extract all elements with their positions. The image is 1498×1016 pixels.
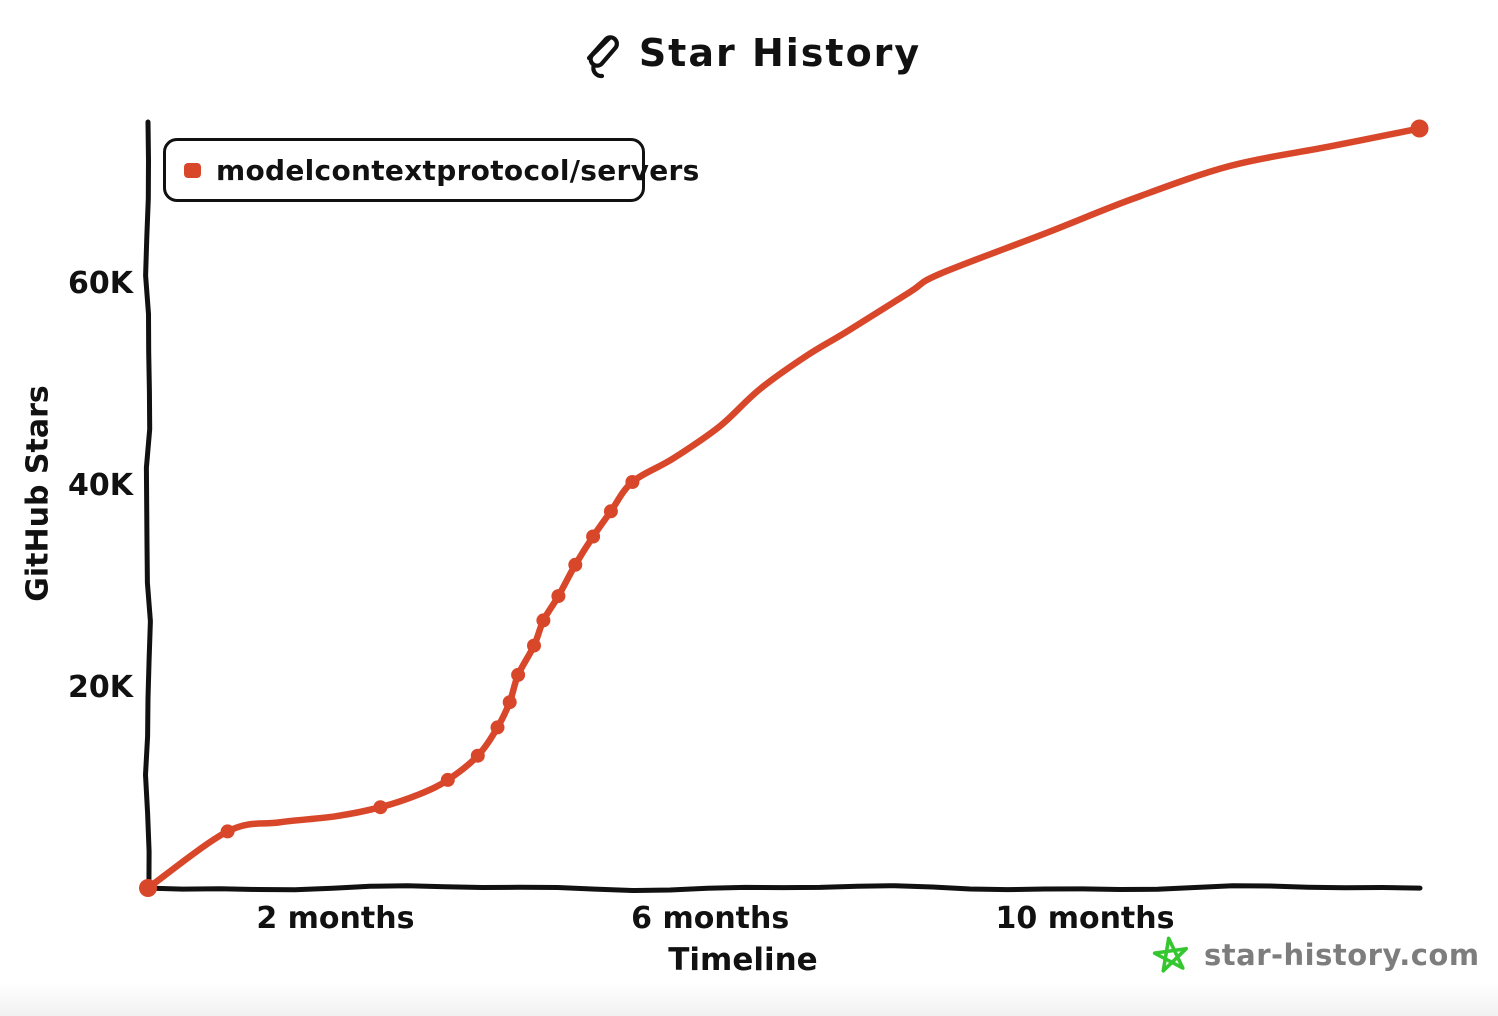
y-axis-line: [143, 119, 153, 893]
data-point-marker: [1410, 119, 1429, 138]
y-tick-label: 60K: [68, 266, 135, 301]
data-point-marker: [139, 879, 157, 897]
data-point-marker: [527, 638, 541, 653]
data-point-marker: [536, 613, 551, 628]
data-point-marker: [440, 772, 455, 787]
x-axis-line: [142, 883, 1423, 893]
legend: modelcontextprotocol/servers: [163, 138, 699, 202]
y-axis-title: GitHub Stars: [20, 385, 56, 602]
data-point-marker: [490, 720, 505, 735]
data-point-marker: [568, 557, 583, 572]
x-axis-title: Timeline: [668, 942, 818, 978]
chart-title: Star History: [638, 31, 922, 75]
star-icon: [1152, 936, 1189, 973]
data-point-marker: [625, 475, 640, 489]
data-point-marker: [470, 748, 485, 763]
data-point-marker: [502, 695, 517, 710]
legend-series-marker: [184, 162, 201, 178]
x-tick-label: 6 months: [631, 901, 789, 936]
y-tick-label: 20K: [68, 670, 135, 705]
data-point-marker: [220, 824, 235, 839]
series-line: [144, 125, 1423, 892]
star-history-logo-icon: [586, 35, 619, 79]
watermark: star-history.com: [1150, 934, 1480, 976]
data-point-marker: [373, 800, 388, 815]
data-point-marker: [603, 504, 618, 519]
data-point-marker: [551, 589, 566, 604]
data-point-marker: [511, 667, 526, 682]
y-tick-label: 40K: [68, 468, 135, 503]
x-tick-label: 2 months: [256, 901, 414, 936]
watermark-text: star-history.com: [1204, 938, 1480, 972]
x-tick-label: 10 months: [996, 901, 1175, 936]
legend-series-label: modelcontextprotocol/servers: [216, 153, 700, 187]
chart-title-row: Star History: [0, 26, 1498, 80]
data-point-marker: [586, 529, 601, 544]
